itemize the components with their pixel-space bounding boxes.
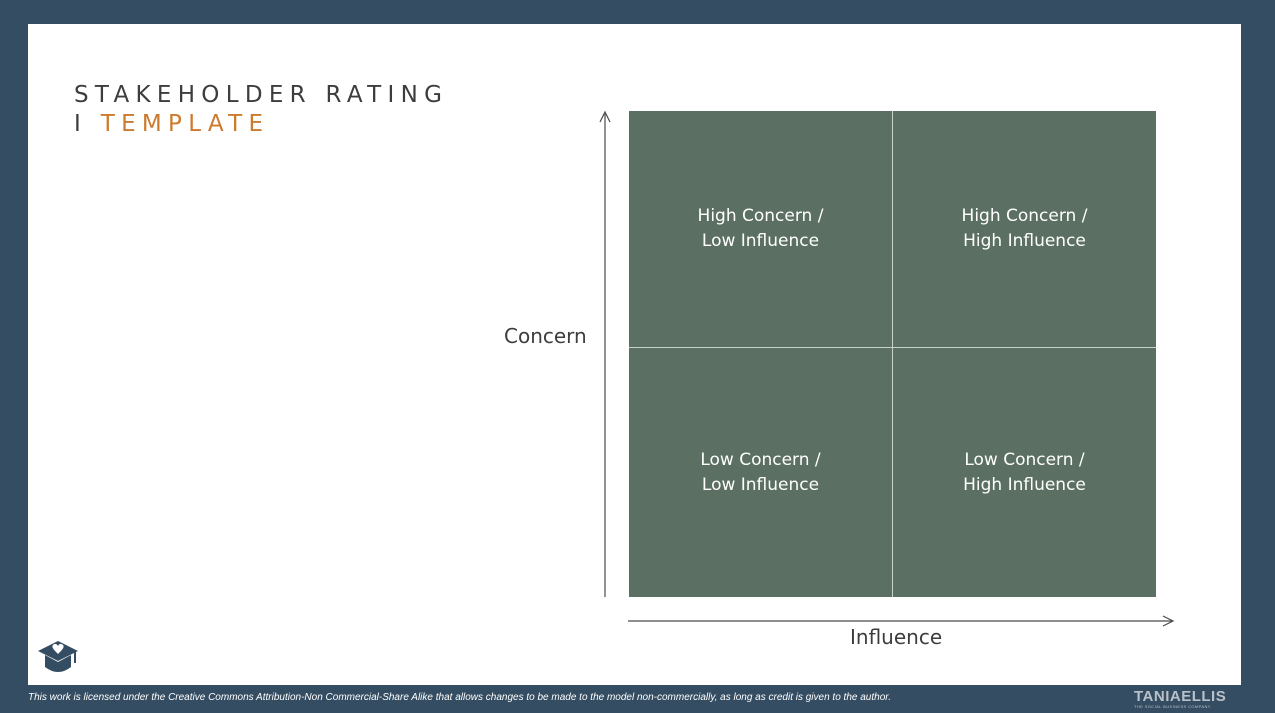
quadrant-high-concern-low-influence: High Concern / Low Influence <box>629 111 892 347</box>
quadrant-label: High Concern / Low Influence <box>697 206 824 251</box>
quadrant-label: Low Concern / Low Influence <box>700 449 821 495</box>
stakeholder-matrix: High Concern / Low Influence High Concer… <box>629 111 1156 597</box>
horizontal-divider <box>629 347 1156 348</box>
quadrant-high-concern-high-influence: High Concern / High Influence <box>893 111 1156 347</box>
quadrant-low-concern-low-influence: Low Concern / Low Influence <box>629 348 892 597</box>
title-line-2: I TEMPLATE <box>74 111 269 137</box>
quadrant-low-concern-high-influence: Low Concern / High Influence <box>893 348 1156 597</box>
quadrant-label: Low Concern / High Influence <box>963 449 1086 495</box>
title-prefix: I <box>74 111 88 137</box>
brand-tagline: THE SOCIAL BUSINESS COMPANY <box>1134 704 1211 709</box>
license-text: This work is licensed under the Creative… <box>28 692 891 703</box>
title-line-1: STAKEHOLDER RATING <box>74 82 449 108</box>
x-axis-arrowhead <box>1162 615 1175 627</box>
brand-name: TANIAELLIS <box>1134 688 1227 705</box>
vertical-divider <box>892 111 893 597</box>
slide: STAKEHOLDER RATING I TEMPLATE Concern In… <box>28 24 1241 685</box>
brand-logo: TANIAELLIS THE SOCIAL BUSINESS COMPANY <box>1134 689 1226 709</box>
axes <box>599 110 1175 627</box>
y-axis-arrowhead <box>599 110 611 123</box>
quadrant-label: High Concern / High Influence <box>961 206 1088 251</box>
title-accent: TEMPLATE <box>100 111 270 137</box>
y-axis-label: Concern <box>504 324 587 348</box>
x-axis-label: Influence <box>850 625 943 649</box>
graduation-cap-heart-icon <box>38 641 78 672</box>
